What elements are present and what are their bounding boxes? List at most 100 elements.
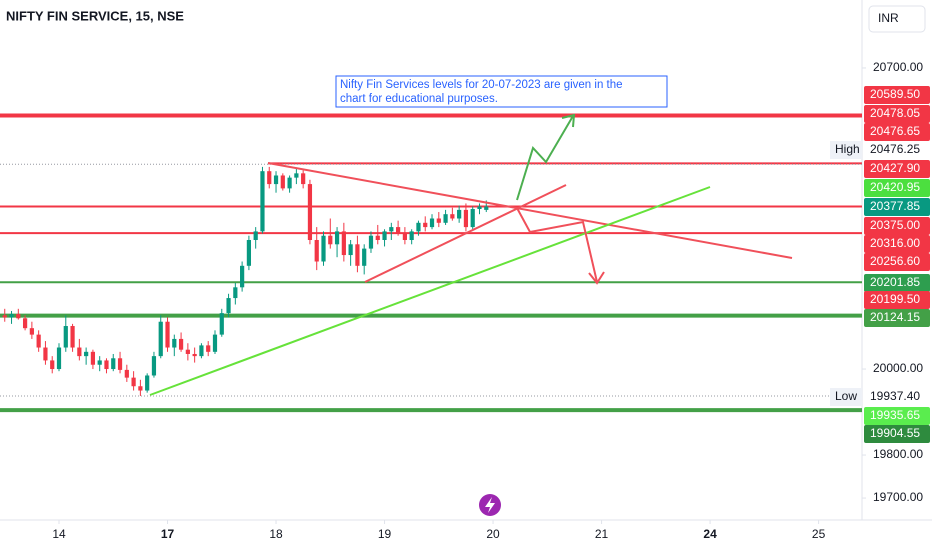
candle-body [443, 214, 448, 223]
price-label: 20427.90 [870, 161, 920, 175]
candle-body [158, 321, 163, 357]
candle-body [457, 209, 462, 219]
candle-body [375, 235, 380, 240]
price-label-box [864, 291, 930, 309]
price-label-box [864, 235, 930, 253]
candle-body [294, 173, 299, 178]
x-tick-label: 17 [161, 527, 175, 541]
candle-body [192, 353, 197, 357]
candle-body [206, 345, 211, 352]
candle-body [151, 356, 157, 376]
candle-body [389, 227, 394, 232]
candle-body [111, 358, 116, 370]
price-label-box [864, 160, 930, 178]
candle-body [199, 345, 204, 357]
x-tick-label: 20 [486, 527, 500, 541]
candle-body [233, 287, 238, 299]
candle-body [260, 171, 265, 232]
candle-body [124, 369, 129, 378]
candle-body [287, 177, 292, 189]
y-tick-label: 20700.00 [873, 60, 923, 74]
price-label: 20420.95 [870, 180, 920, 194]
event-icon-bolt [485, 497, 495, 513]
candle-body [321, 235, 326, 262]
price-label: 20316.00 [870, 236, 920, 250]
candle-body [267, 171, 272, 185]
price-tag-box [830, 388, 862, 406]
candle-body [212, 334, 218, 352]
currency[interactable]: INR [878, 11, 899, 25]
candle-body [226, 298, 231, 314]
x-tick-label: 14 [52, 527, 66, 541]
candle-body [416, 222, 421, 232]
price-label: 20199.50 [870, 292, 920, 306]
price-label-box [864, 217, 930, 235]
trend-line [149, 186, 711, 396]
candle-body [246, 240, 252, 266]
candle-body [16, 313, 21, 319]
candle-body [368, 235, 374, 249]
candle-body [165, 321, 170, 348]
candle-body [117, 358, 123, 370]
candle-body [63, 326, 68, 348]
price-label: 20256.60 [870, 254, 920, 268]
candle-body [450, 214, 455, 219]
candle-body [178, 338, 184, 350]
candle-body [396, 227, 401, 234]
candle-body [301, 173, 306, 185]
candle-body [402, 233, 407, 240]
candle-body [253, 231, 258, 240]
price-label-box [864, 86, 930, 104]
candle-body [328, 235, 333, 245]
y-tick-label: 20000.00 [873, 361, 923, 375]
candle-body [2, 315, 7, 318]
x-tick-label: 25 [812, 527, 826, 541]
price-tag-box [830, 141, 862, 159]
candle-body [29, 328, 34, 335]
candle-body [423, 222, 428, 228]
price-label-box [864, 141, 930, 159]
y-tick-label: 19700.00 [873, 490, 923, 504]
candle-body [348, 244, 353, 256]
candle-body [56, 347, 62, 370]
x-tick-label: 21 [595, 527, 609, 541]
arrow-head [561, 113, 576, 128]
candle-body [36, 334, 41, 348]
price-label: 19904.55 [870, 426, 920, 440]
candles [2, 166, 489, 396]
candle-body [409, 231, 414, 240]
x-tick-label: 18 [269, 527, 283, 541]
drawings [149, 113, 793, 396]
candle-body [97, 360, 102, 365]
price-label: 20377.85 [870, 199, 920, 213]
price-label: 19935.65 [870, 408, 920, 422]
candle-body [84, 351, 89, 357]
candle-body [104, 360, 109, 370]
price-label-box [864, 274, 930, 292]
candle-body [145, 375, 150, 391]
candle-body [436, 218, 441, 223]
arrow [516, 207, 598, 283]
price-label-box [864, 425, 930, 443]
price-label-box [864, 123, 930, 141]
candle-body [9, 313, 14, 318]
annotation-box [335, 75, 668, 108]
currency-button[interactable] [868, 5, 926, 33]
candle-body [470, 209, 475, 228]
candle-body [185, 349, 190, 354]
candle-body [70, 326, 75, 348]
candle-body [138, 386, 143, 391]
price-label: 20476.25 [870, 142, 920, 156]
candle-body [429, 218, 435, 228]
price-label-box [864, 198, 930, 216]
x-tick-label: 19 [378, 527, 392, 541]
trend-line [364, 184, 567, 283]
candle-body [341, 231, 346, 256]
candle-body [484, 206, 489, 210]
price-tag: High [835, 142, 860, 156]
y-tick-label: 19800.00 [873, 447, 923, 461]
candle-body [307, 184, 313, 240]
candle-body [77, 347, 82, 357]
